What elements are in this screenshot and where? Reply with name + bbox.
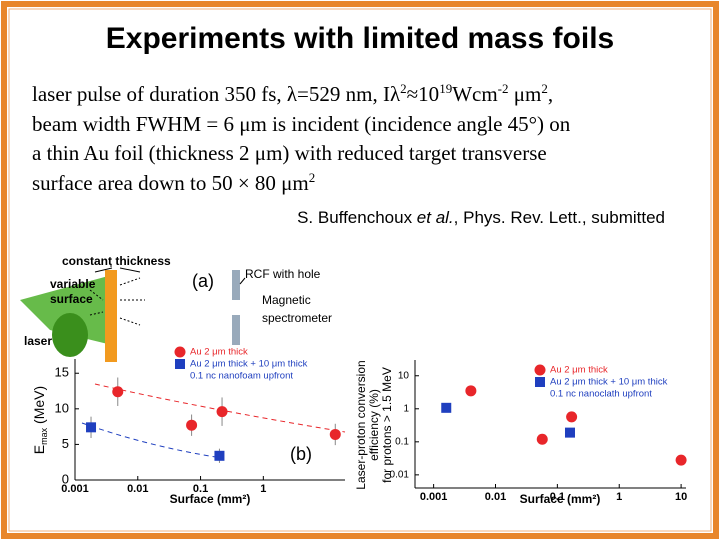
y-tick-label: 0.1: [395, 436, 409, 447]
fit-curve-blue: [81, 422, 223, 459]
y-tick-label: 5: [62, 436, 69, 451]
diagram-label: constant thickness: [62, 254, 171, 268]
x-tick-label: 0.1: [550, 491, 565, 503]
data-point: [441, 402, 452, 413]
x-tick-label: 1: [616, 491, 622, 503]
body-line: laser pulse of duration 350 fs, λ=529 nm…: [32, 80, 570, 110]
y-axis-label: Laser-proton conversion: [354, 360, 368, 489]
text-run: μm: [508, 82, 542, 106]
x-tick-label: 0.001: [420, 491, 448, 503]
data-point: [465, 385, 477, 397]
text-run: Wcm: [452, 82, 498, 106]
data-point: [186, 419, 198, 431]
superscript: 2: [308, 169, 316, 185]
data-point: [86, 422, 97, 433]
text-run: a thin Au foil (thickness 2 μm) with red…: [32, 141, 547, 165]
diagram-label: variable: [50, 277, 96, 291]
x-tick-label: 0.001: [61, 483, 89, 495]
y-axis-label: efficiency (%): [367, 389, 381, 461]
y-tick-label: 15: [55, 365, 69, 380]
emission-arrows: [89, 277, 145, 326]
superscript: 2: [400, 81, 407, 96]
legend-marker: [534, 364, 546, 376]
diagram-label: laser: [24, 334, 52, 348]
slide-border-inner: [8, 8, 712, 532]
data-point: [564, 427, 575, 438]
legend-label: 0.1 nc nanofoam upfront: [190, 371, 293, 382]
diagram-label: (a): [192, 271, 214, 291]
diagram-label: spectrometer: [262, 311, 332, 325]
legend-label: Au 2 μm thick + 10 μm thick: [550, 377, 668, 388]
subscript: max: [39, 427, 49, 445]
data-point: [214, 450, 225, 461]
legend-label: 0.1 nc nanoclath upfront: [550, 389, 652, 400]
setup-diagram: [20, 265, 246, 362]
data-point: [536, 433, 548, 445]
x-tick-label: 1: [260, 483, 266, 495]
x-axis-label: Surface (mm²): [520, 492, 601, 506]
laser-beam: [20, 275, 112, 345]
y-tick-label: 10: [55, 400, 69, 415]
label-run: (MeV): [31, 386, 47, 428]
laser-cone-end: [52, 313, 88, 357]
y-tick-label: 1: [403, 403, 409, 414]
annotation: (b): [290, 444, 312, 464]
data-point: [216, 406, 228, 418]
citation: S. Buffenchoux et al., Phys. Rev. Lett.,…: [297, 208, 665, 228]
superscript: 2: [541, 81, 548, 96]
legend-label: Au 2 μm thick + 10 μm thick: [190, 359, 308, 370]
data-point: [112, 386, 124, 398]
rcf-pointer: [239, 277, 246, 285]
x-tick-label: 0.01: [127, 483, 148, 495]
italic-run: et al.: [416, 208, 454, 227]
y-tick-label: 10: [398, 370, 410, 381]
spectrometer-plate: [232, 315, 240, 345]
data-point: [675, 454, 687, 466]
body-line: a thin Au foil (thickness 2 μm) with red…: [32, 139, 570, 169]
legend-marker: [535, 377, 545, 387]
y-axis-label: Emax (MeV): [31, 386, 50, 454]
rcf-plate: [232, 270, 240, 300]
data-point: [566, 411, 578, 423]
text-run: surface area down to 50 × 80 μm: [32, 170, 309, 195]
label-run: E: [31, 445, 47, 454]
legend-label: Au 2 μm thick: [550, 365, 608, 376]
thickness-arrows: [94, 267, 141, 273]
text-run: ≈10: [406, 82, 440, 106]
x-axis-label: Surface (mm²): [170, 492, 251, 506]
legend-label: Au 2 μm thick: [190, 347, 248, 358]
diagram-label: RCF with hole: [245, 267, 321, 281]
legend-marker: [174, 346, 186, 358]
text-run: S. Buffenchoux: [297, 208, 417, 227]
x-tick-label: 0.01: [485, 491, 506, 503]
text-run: beam width FWHM = 6 μm is incident (inci…: [32, 111, 571, 136]
data-point: [329, 428, 341, 440]
y-axis-label: for protons > 1.5 MeV: [380, 367, 394, 483]
diagram-label: Magnetic: [262, 293, 311, 307]
target-foil: [105, 270, 117, 362]
body-line: surface area down to 50 × 80 μm2: [32, 169, 570, 199]
diagram-label: surface: [50, 292, 93, 306]
superscript: 19: [439, 81, 453, 96]
body-line: beam width FWHM = 6 μm is incident (inci…: [32, 110, 570, 140]
body-text: laser pulse of duration 350 fs, λ=529 nm…: [32, 80, 570, 198]
superscript: -2: [497, 81, 509, 96]
x-tick-label: 10: [675, 491, 687, 503]
x-tick-label: 0.1: [193, 483, 208, 495]
legend-marker: [175, 359, 185, 369]
text-run: laser pulse of duration 350 fs, λ=529 nm…: [32, 82, 401, 106]
text-run: , Phys. Rev. Lett., submitted: [453, 208, 665, 227]
y-tick-label: 0: [62, 471, 69, 486]
text-run: ,: [547, 82, 554, 106]
y-tick-label: 0.01: [390, 469, 410, 480]
slide-title: Experiments with limited mass foils: [105, 22, 615, 55]
